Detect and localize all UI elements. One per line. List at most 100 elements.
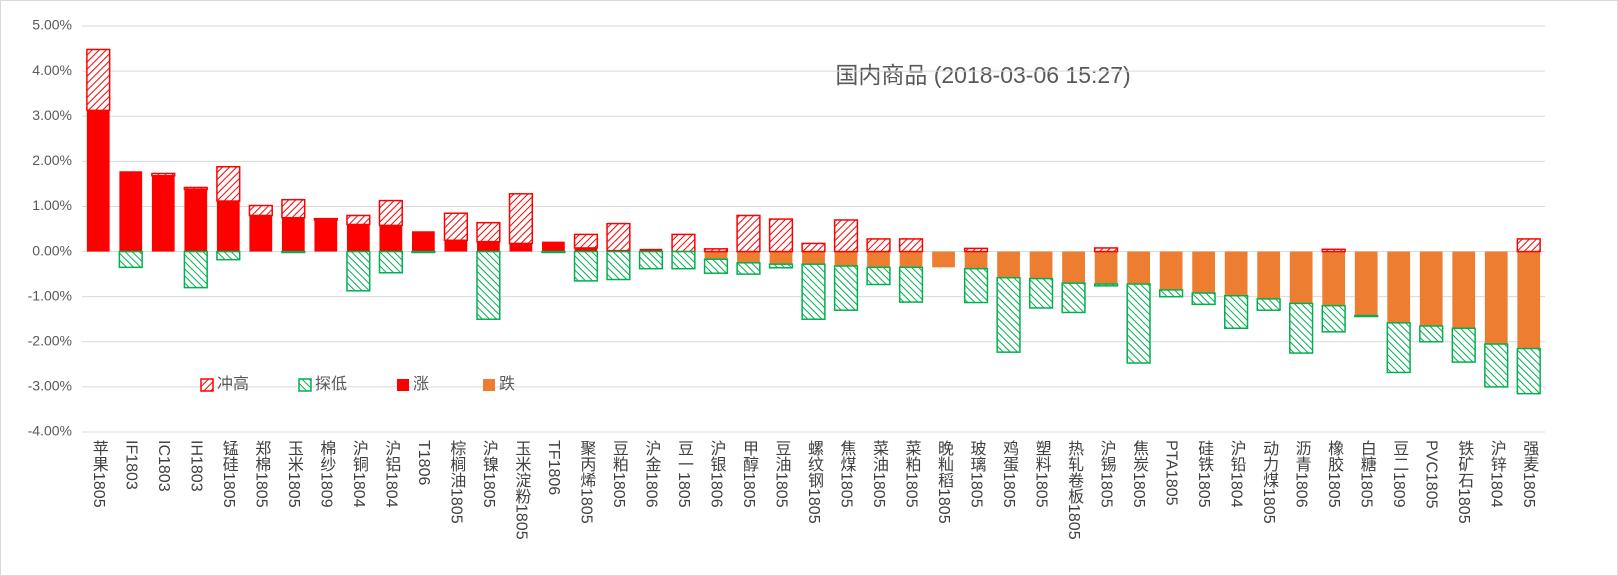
x-tick-label: 螺纹钢1805 xyxy=(805,440,824,524)
bar-segment xyxy=(1224,251,1248,296)
chart-title: 国内商品 (2018-03-06 15:27) xyxy=(835,62,1130,88)
bar-segment xyxy=(1517,251,1541,349)
bar-segment xyxy=(1419,251,1443,326)
bar-segment xyxy=(1516,347,1541,395)
bar-segment xyxy=(703,258,729,274)
bar-segment xyxy=(1386,322,1411,374)
x-tick-label: 晚籼稻1805 xyxy=(935,440,954,524)
x-tick-label: 焦煤1805 xyxy=(838,440,857,508)
x-tick-label: 锰硅1805 xyxy=(220,440,239,508)
bar-segment xyxy=(833,219,859,253)
x-tick-label: 玉米淀粉1805 xyxy=(512,440,531,540)
bar-segment xyxy=(249,215,273,252)
x-tick-label: 铁矿石1805 xyxy=(1455,440,1474,524)
bar-segment xyxy=(411,250,436,254)
x-tick-label: 沪铝1804 xyxy=(382,440,401,508)
bar-segment xyxy=(963,267,989,304)
bar-segment xyxy=(606,222,631,252)
bar-segment xyxy=(1516,238,1541,253)
bar-segment xyxy=(216,250,241,261)
bar-segment xyxy=(1159,251,1183,290)
bar-segment xyxy=(1224,295,1249,329)
bar-segment xyxy=(801,242,826,253)
bar-segment xyxy=(964,251,988,269)
bar-segment xyxy=(834,251,858,266)
bar-segment xyxy=(1029,251,1053,279)
y-tick-label: -1.00% xyxy=(28,287,72,303)
x-tick-label: 玻璃1805 xyxy=(968,440,987,508)
x-tick-label: 白糖1805 xyxy=(1358,440,1377,508)
x-tick-label: 焦炭1805 xyxy=(1130,440,1149,508)
bar-segment xyxy=(216,165,241,202)
y-tick-label: 1.00% xyxy=(32,197,72,213)
x-tick-label: 沥青1806 xyxy=(1293,440,1312,508)
x-tick-label: 沪金1806 xyxy=(642,440,661,508)
bar-segment xyxy=(768,218,794,253)
bar-segment xyxy=(671,233,696,253)
bar-segment xyxy=(898,266,924,303)
bar-segment xyxy=(444,240,468,252)
legend-swatch xyxy=(483,379,495,391)
bar-segment xyxy=(151,172,176,177)
x-tick-label: 热轧卷板1805 xyxy=(1065,440,1084,540)
x-tick-label: 聚丙烯1805 xyxy=(577,440,596,524)
y-tick-label: 2.00% xyxy=(32,152,72,168)
bar-segment xyxy=(1028,277,1054,309)
y-tick-label: -3.00% xyxy=(28,378,72,394)
x-tick-label: 动力煤1805 xyxy=(1260,440,1279,524)
bar-segment xyxy=(509,243,533,252)
legend-label: 跌 xyxy=(499,375,515,393)
bar-segment xyxy=(1257,251,1281,299)
bar-segment xyxy=(216,201,240,252)
x-tick-label: 豆油1805 xyxy=(772,440,791,508)
bar-segment xyxy=(638,250,664,270)
y-tick-label: -2.00% xyxy=(28,332,72,348)
y-tick-label: 5.00% xyxy=(32,17,72,33)
bar-segment xyxy=(183,250,208,289)
bar-segment xyxy=(184,189,208,252)
bar-segment xyxy=(281,217,305,252)
bar-segment xyxy=(1484,251,1508,345)
x-tick-label: 豆粕1805 xyxy=(610,440,629,508)
bar-segment xyxy=(996,276,1021,353)
x-tick-label: 橡胶1805 xyxy=(1325,440,1344,508)
bar-segment xyxy=(346,250,371,292)
bar-segment xyxy=(1354,251,1378,316)
bar-segment xyxy=(932,251,955,268)
x-tick-label: IH1803 xyxy=(187,440,204,492)
bar-segment xyxy=(1387,251,1411,323)
x-tick-label: 沪铜1804 xyxy=(350,440,369,508)
bar-segment xyxy=(768,263,794,269)
legend-swatch xyxy=(298,378,312,392)
bar-segment xyxy=(1321,248,1346,253)
bar-segment xyxy=(997,251,1020,278)
bar-segment xyxy=(281,250,306,254)
x-tick-label: 沪银1806 xyxy=(707,440,726,508)
x-tick-label: 甲醇1805 xyxy=(740,440,759,508)
bar-segment xyxy=(1093,283,1119,287)
bar-segment xyxy=(314,219,338,252)
bar-segment xyxy=(1094,251,1118,285)
bar-segment xyxy=(151,175,175,252)
bar-segment xyxy=(443,212,469,242)
legend-swatch xyxy=(200,378,214,392)
bar-segment xyxy=(963,247,989,253)
x-tick-label: 棕榈油1805 xyxy=(447,440,466,524)
bar-segment xyxy=(574,247,598,252)
bar-segment xyxy=(606,250,631,281)
bar-segment xyxy=(867,251,890,268)
bar-segment xyxy=(542,241,565,252)
bar-segment xyxy=(866,238,891,253)
bar-segment xyxy=(476,250,501,320)
bar-segment xyxy=(313,217,338,221)
y-tick-label: 3.00% xyxy=(32,107,72,123)
bar-segment xyxy=(736,262,761,275)
bar-segment xyxy=(118,250,143,269)
bar-segment xyxy=(86,110,110,252)
bar-segment xyxy=(866,266,891,286)
x-tick-label: 豆一1805 xyxy=(675,440,694,508)
bar-segment xyxy=(1256,298,1281,311)
bar-segment xyxy=(346,224,370,252)
bar-segment xyxy=(379,225,403,252)
x-tick-label: 硅铁1805 xyxy=(1195,440,1214,508)
